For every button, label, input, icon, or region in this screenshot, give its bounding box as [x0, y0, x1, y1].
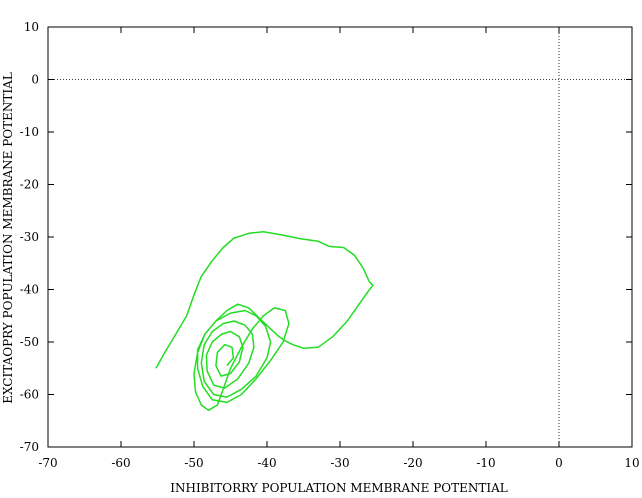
series-layer — [155, 231, 374, 412]
x-axis: -70 -60 -50 -40 -30 -20 -10 0 10 — [38, 27, 640, 470]
x-tick-label: -20 — [403, 456, 422, 470]
y-tick-label: -70 — [20, 440, 39, 454]
y-tick-label: 10 — [24, 20, 39, 34]
x-tick-label: -70 — [38, 456, 57, 470]
y-tick-label: -20 — [20, 178, 39, 192]
x-axis-label: INHIBITORRY POPULATION MEMBRANE POTENTIA… — [170, 481, 508, 495]
zero-lines — [48, 27, 632, 447]
y-tick-label: -60 — [20, 388, 39, 402]
x-tick-label: -60 — [111, 456, 130, 470]
x-tick-label: 10 — [624, 456, 639, 470]
y-axis: -70 -60 -50 -40 -30 -20 -10 0 10 — [20, 20, 632, 454]
y-tick-label: -10 — [20, 125, 39, 139]
x-tick-label: -30 — [330, 456, 349, 470]
y-tick-label: -50 — [20, 335, 39, 349]
trajectory-line — [155, 231, 374, 412]
y-tick-label: -40 — [20, 283, 39, 297]
plot-frame — [47, 26, 633, 448]
x-tick-label: -40 — [257, 456, 276, 470]
x-tick-label: -10 — [476, 456, 495, 470]
x-tick-label: -50 — [184, 456, 203, 470]
y-tick-label: -30 — [20, 230, 39, 244]
y-tick-label: 0 — [31, 73, 39, 87]
y-axis-label: EXCITAOPRY POPULATION MEMBRANE POTENTIAL — [1, 72, 15, 404]
x-tick-label: 0 — [555, 456, 563, 470]
